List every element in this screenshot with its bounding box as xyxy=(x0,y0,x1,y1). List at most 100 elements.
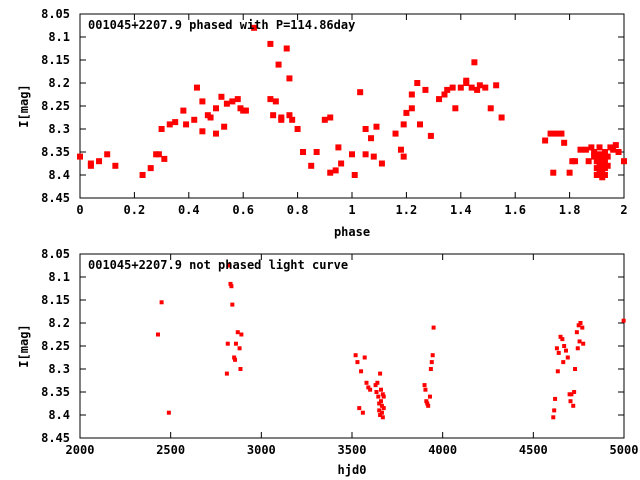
y-tick-label: 8.05 xyxy=(41,247,70,261)
data-point xyxy=(379,403,384,408)
data-point xyxy=(207,114,214,121)
data-point xyxy=(381,394,386,399)
data-point xyxy=(77,153,83,160)
data-point xyxy=(294,126,301,132)
y-tick-label: 8.4 xyxy=(48,168,70,182)
data-point xyxy=(380,392,385,397)
data-point xyxy=(431,325,436,330)
y-tick-label: 8.45 xyxy=(41,431,70,445)
data-point xyxy=(575,346,580,351)
data-point xyxy=(593,172,600,178)
data-point xyxy=(355,360,360,365)
data-point xyxy=(233,341,238,346)
x-tick-label: 1 xyxy=(348,203,355,217)
data-point xyxy=(417,121,423,128)
data-point xyxy=(370,153,377,160)
y-tick-label: 8.25 xyxy=(41,339,70,353)
data-point xyxy=(498,114,505,121)
data-point xyxy=(436,96,443,103)
data-point xyxy=(286,75,293,82)
x-tick-label: 1.8 xyxy=(559,203,581,217)
y-tick-label: 8.45 xyxy=(41,191,70,205)
data-point xyxy=(403,109,410,116)
data-point xyxy=(552,408,557,413)
x-tick-label: 0.4 xyxy=(178,203,200,217)
data-point xyxy=(428,367,433,371)
data-point xyxy=(558,130,565,137)
data-point xyxy=(213,105,219,112)
data-point xyxy=(585,158,592,165)
data-point xyxy=(368,135,375,142)
x-tick-label: 1.6 xyxy=(504,203,526,217)
data-point xyxy=(599,153,606,160)
data-point xyxy=(565,355,570,360)
y-tick-label: 8.1 xyxy=(48,270,70,284)
data-point xyxy=(425,401,430,406)
data-point xyxy=(233,357,238,362)
data-point xyxy=(563,348,568,353)
x-tick-label: 0.2 xyxy=(124,203,146,217)
data-point xyxy=(232,355,237,360)
y-axis-label: I[mag] xyxy=(17,324,31,367)
data-point xyxy=(422,86,429,93)
x-tick-label: 2500 xyxy=(156,443,185,457)
data-point xyxy=(588,144,595,151)
data-point xyxy=(463,77,470,84)
data-point xyxy=(104,151,111,158)
data-point xyxy=(357,406,362,411)
x-tick-label: 1.2 xyxy=(396,203,418,217)
data-point xyxy=(224,371,229,376)
data-point xyxy=(397,146,404,153)
x-axis-label: phase xyxy=(334,225,370,239)
data-point xyxy=(375,380,380,385)
data-point xyxy=(561,139,568,146)
data-point xyxy=(230,302,235,307)
data-point xyxy=(424,399,429,404)
x-axis-label: hjd0 xyxy=(338,463,367,477)
data-point xyxy=(561,360,566,365)
data-point xyxy=(381,406,386,411)
x-tick-label: 1.4 xyxy=(450,203,472,217)
data-point xyxy=(362,355,367,360)
data-point xyxy=(427,132,434,139)
data-point xyxy=(199,128,206,135)
data-point xyxy=(349,151,355,158)
data-point xyxy=(581,341,586,346)
data-point xyxy=(193,84,200,91)
y-tick-label: 8.25 xyxy=(41,99,70,113)
data-point xyxy=(286,112,293,119)
data-point xyxy=(229,284,234,289)
data-point xyxy=(289,116,296,123)
data-point xyxy=(183,121,190,128)
data-point xyxy=(272,98,279,105)
data-point xyxy=(444,86,451,93)
data-point xyxy=(283,45,290,52)
y-tick-label: 8.35 xyxy=(41,385,70,399)
y-tick-label: 8.15 xyxy=(41,293,70,307)
data-point xyxy=(615,149,622,155)
data-point xyxy=(553,396,558,401)
y-axis-label: I[mag] xyxy=(17,84,31,127)
data-point xyxy=(554,346,559,351)
data-point xyxy=(408,105,415,112)
data-point xyxy=(422,383,427,388)
y-tick-label: 8.3 xyxy=(48,122,70,136)
data-point xyxy=(427,394,432,399)
y-tick-label: 8.15 xyxy=(41,53,70,67)
data-point xyxy=(572,158,579,165)
data-point xyxy=(392,130,399,137)
data-point xyxy=(560,337,565,342)
data-point xyxy=(408,91,415,98)
data-point xyxy=(582,146,589,153)
data-point xyxy=(275,61,282,68)
data-point xyxy=(429,360,434,365)
data-point xyxy=(221,123,228,130)
data-point xyxy=(228,281,233,286)
data-point xyxy=(229,98,236,105)
x-tick-label: 4500 xyxy=(519,443,548,457)
data-point xyxy=(308,162,315,169)
y-tick-label: 8.1 xyxy=(48,30,70,44)
x-tick-label: 0 xyxy=(76,203,83,217)
data-point xyxy=(234,96,241,103)
